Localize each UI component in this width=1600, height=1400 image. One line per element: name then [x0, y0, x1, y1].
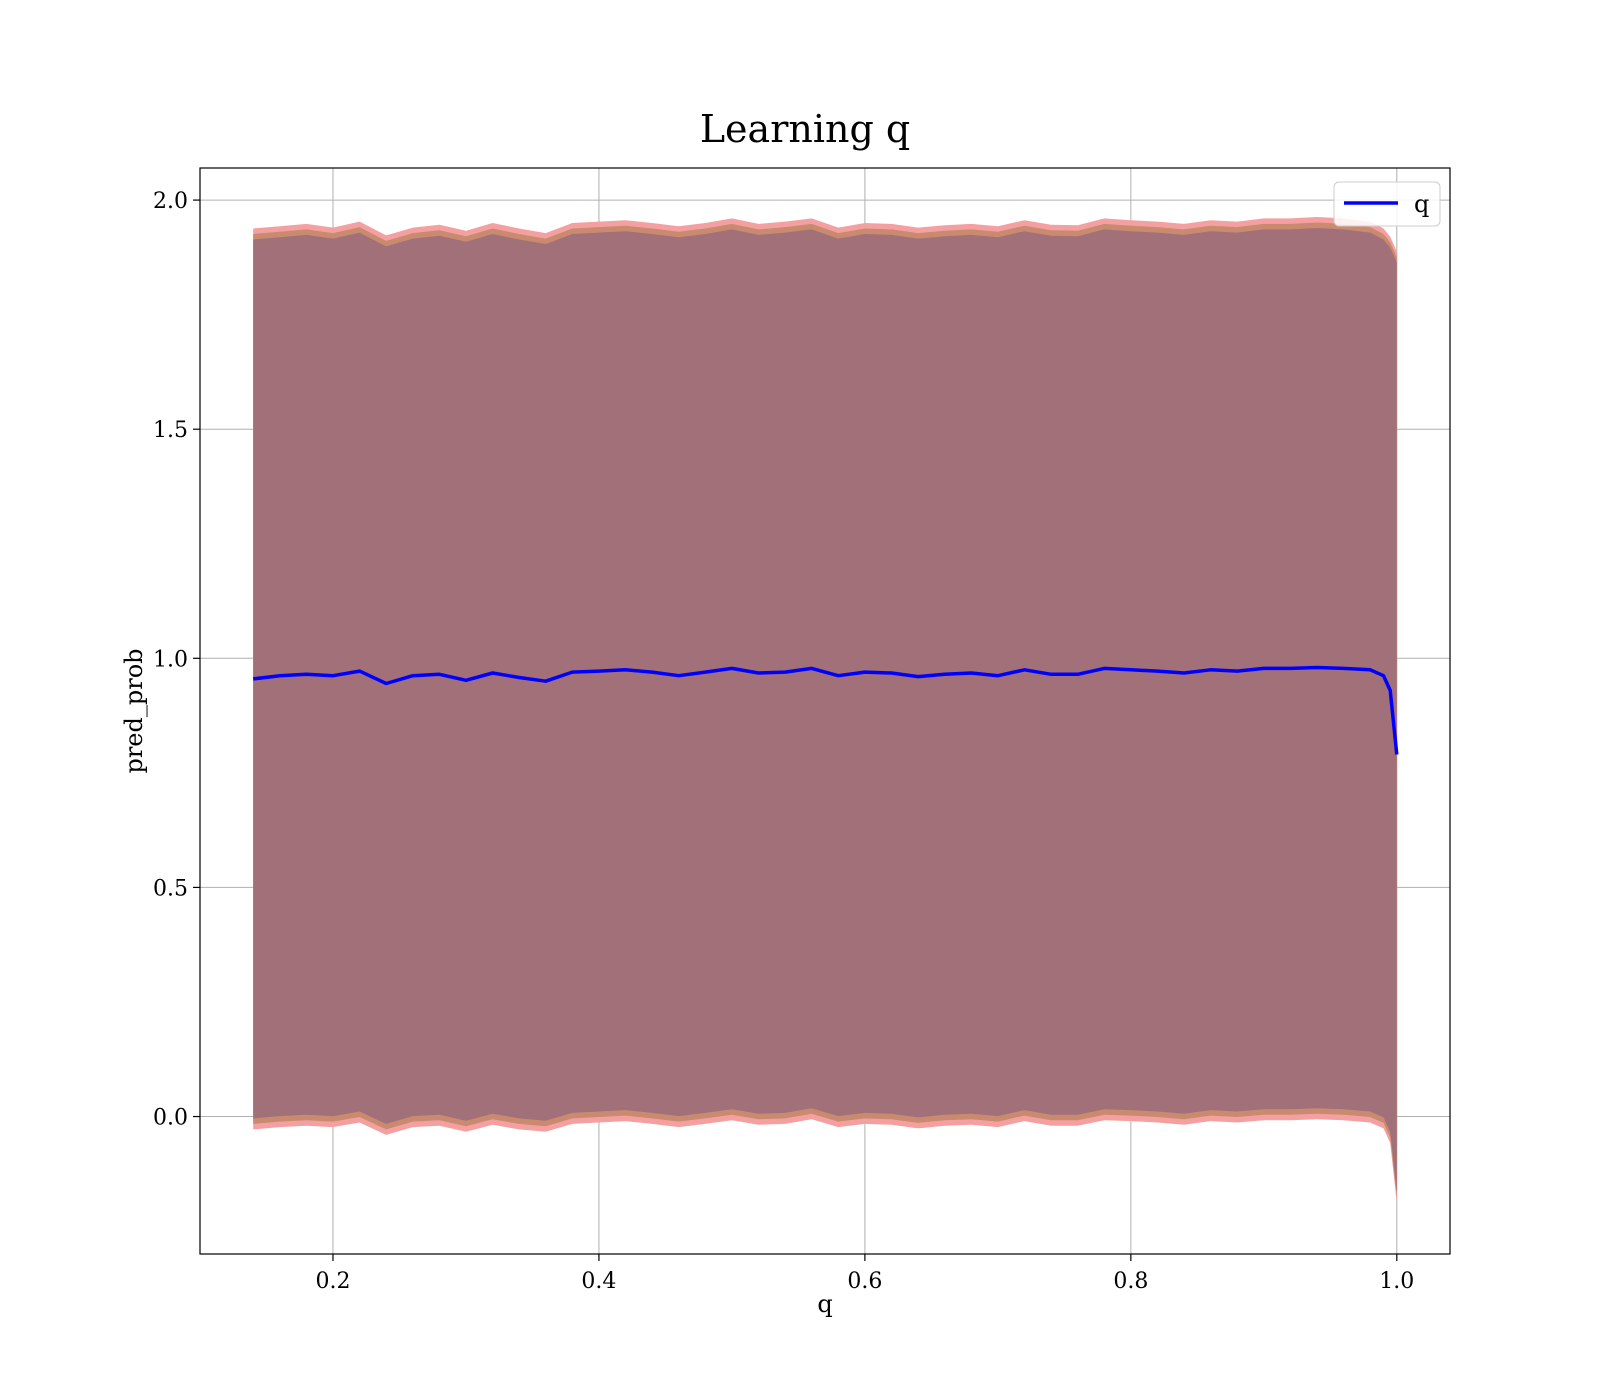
series-lines	[252, 665, 1399, 755]
x-tick-label: 0.8	[1113, 1269, 1148, 1294]
y-tick-label: 1.0	[153, 647, 188, 672]
series-line-q	[252, 665, 1399, 755]
y-tick-label: 0.5	[153, 876, 188, 901]
chart-title: Learning q	[700, 107, 910, 151]
legend-label-q: q	[1414, 190, 1429, 218]
confidence-band	[253, 217, 1397, 1203]
axis-ticks: 0.2 0.4 0.6 0.8 1.0 0.0 0.5 1.0 1.5 2.0	[153, 189, 1414, 1294]
x-tick-label: 0.2	[315, 1269, 350, 1294]
y-axis-label: pred_prob	[120, 648, 148, 773]
y-tick-label: 2.0	[153, 189, 188, 214]
band-inner	[253, 228, 1397, 1192]
x-tick-label: 1.0	[1379, 1269, 1414, 1294]
x-axis-label: q	[817, 1290, 832, 1318]
x-tick-label: 0.6	[847, 1269, 882, 1294]
y-tick-label: 1.5	[153, 418, 188, 443]
plot-frame	[199, 167, 1451, 1255]
legend: q	[1333, 181, 1441, 227]
y-tick-label: 0.0	[153, 1106, 188, 1131]
x-tick-label: 0.4	[581, 1269, 616, 1294]
